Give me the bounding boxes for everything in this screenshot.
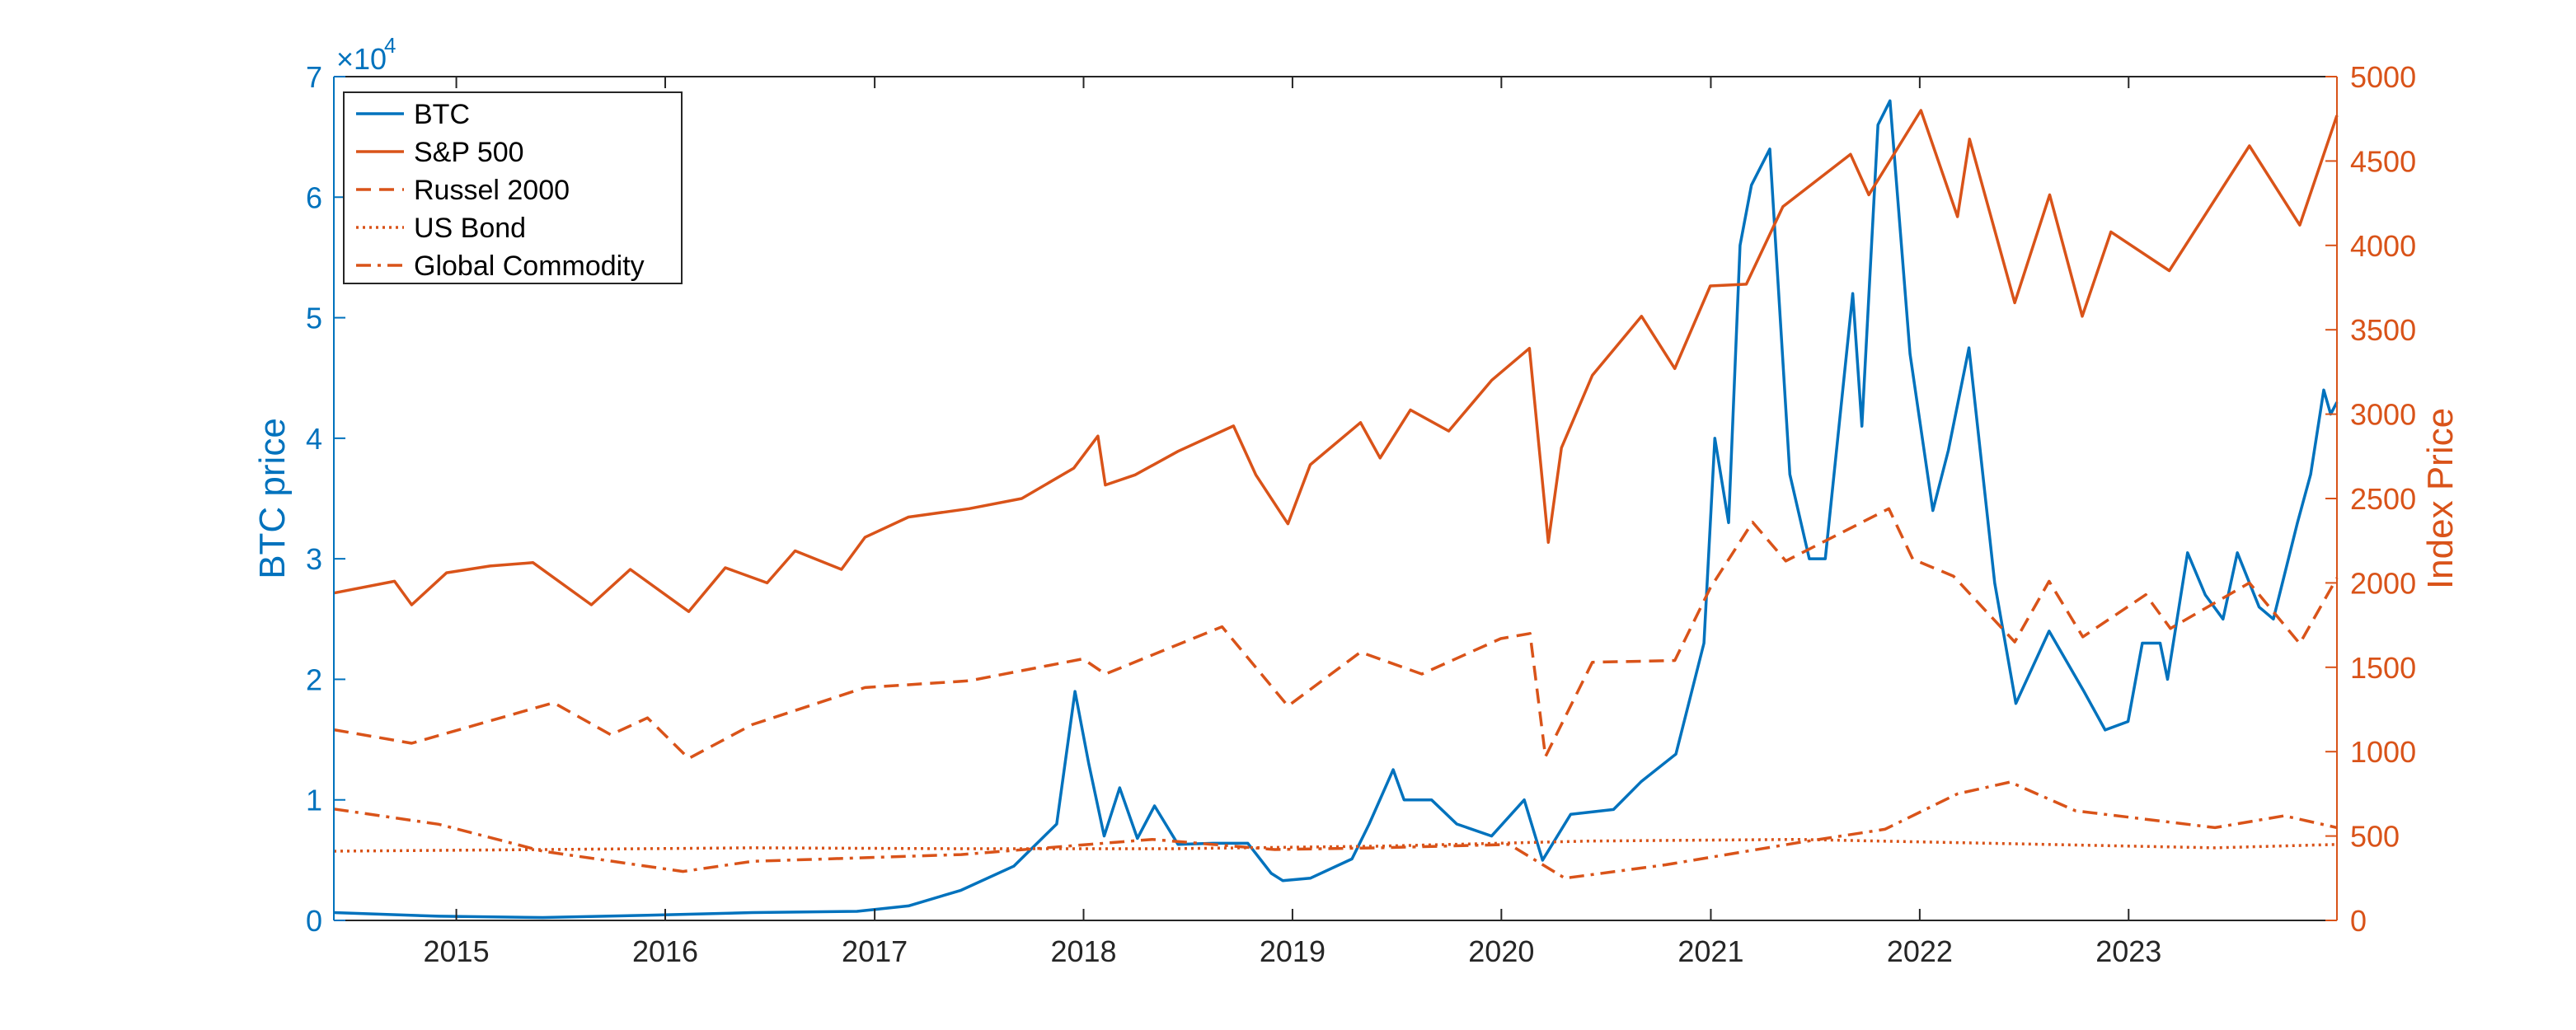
tick-labels: 0 1 2 3 4 5 6 7 0 500 1000 1500 2000 2500 3000 3500 4000… — [306, 60, 2416, 968]
plot-lines — [333, 99, 2339, 920]
right-tick-label: 5000 — [2350, 60, 2416, 94]
legend-label-2: Russel 2000 — [414, 175, 570, 206]
axes — [333, 76, 2338, 921]
series-line-1 — [333, 109, 2339, 613]
x-tick-label: 2019 — [1260, 934, 1326, 968]
series-line-3 — [333, 837, 2338, 853]
legend: BTC S&P 500 Russel 2000 US Bond Global Commo… — [343, 91, 683, 284]
left-tick-label: 7 — [306, 60, 322, 94]
right-tick-label: 2500 — [2350, 482, 2416, 516]
right-tick-label: 2000 — [2350, 566, 2416, 600]
x-tick-label: 2020 — [1468, 934, 1534, 968]
x-tick-label: 2018 — [1050, 934, 1116, 968]
left-tick-label: 0 — [306, 904, 322, 938]
legend-label-3: US Bond — [414, 213, 526, 244]
right-tick-label: 1500 — [2350, 651, 2416, 685]
legend-box — [343, 91, 683, 284]
legend-label-4: Global Commodity — [414, 250, 645, 282]
right-tick-label: 3500 — [2350, 313, 2416, 347]
right-tick-label: 1000 — [2350, 735, 2416, 769]
left-tick-label: 2 — [306, 662, 322, 696]
multiplier-exponent: 4 — [384, 33, 396, 58]
x-tick-label: 2021 — [1677, 934, 1743, 968]
series-line-4 — [333, 780, 2338, 880]
right-axis-title: Index Price — [2420, 408, 2461, 589]
right-tick-label: 3000 — [2350, 398, 2416, 432]
right-tick-label: 0 — [2350, 904, 2367, 938]
left-axis-multiplier: ×10 4 — [336, 33, 396, 76]
x-tick-label: 2016 — [632, 934, 698, 968]
x-tick-label: 2022 — [1887, 934, 1953, 968]
series-line-0 — [333, 99, 2339, 920]
x-tick-label: 2015 — [424, 934, 490, 968]
legend-label-0: BTC — [414, 99, 470, 130]
left-tick-label: 1 — [306, 784, 322, 817]
left-tick-label: 4 — [306, 422, 322, 456]
left-tick-label: 5 — [306, 302, 322, 335]
right-tick-label: 500 — [2350, 820, 2400, 854]
legend-label-1: S&P 500 — [414, 137, 524, 168]
right-tick-label: 4500 — [2350, 144, 2416, 178]
series-line-2 — [333, 507, 2339, 761]
multiplier-base: ×10 — [336, 42, 387, 76]
x-tick-label: 2023 — [2095, 934, 2161, 968]
left-axis-title: BTC price — [252, 418, 293, 579]
left-tick-label: 3 — [306, 542, 322, 576]
x-tick-label: 2017 — [842, 934, 908, 968]
right-tick-label: 4000 — [2350, 229, 2416, 263]
left-tick-label: 6 — [306, 180, 322, 214]
